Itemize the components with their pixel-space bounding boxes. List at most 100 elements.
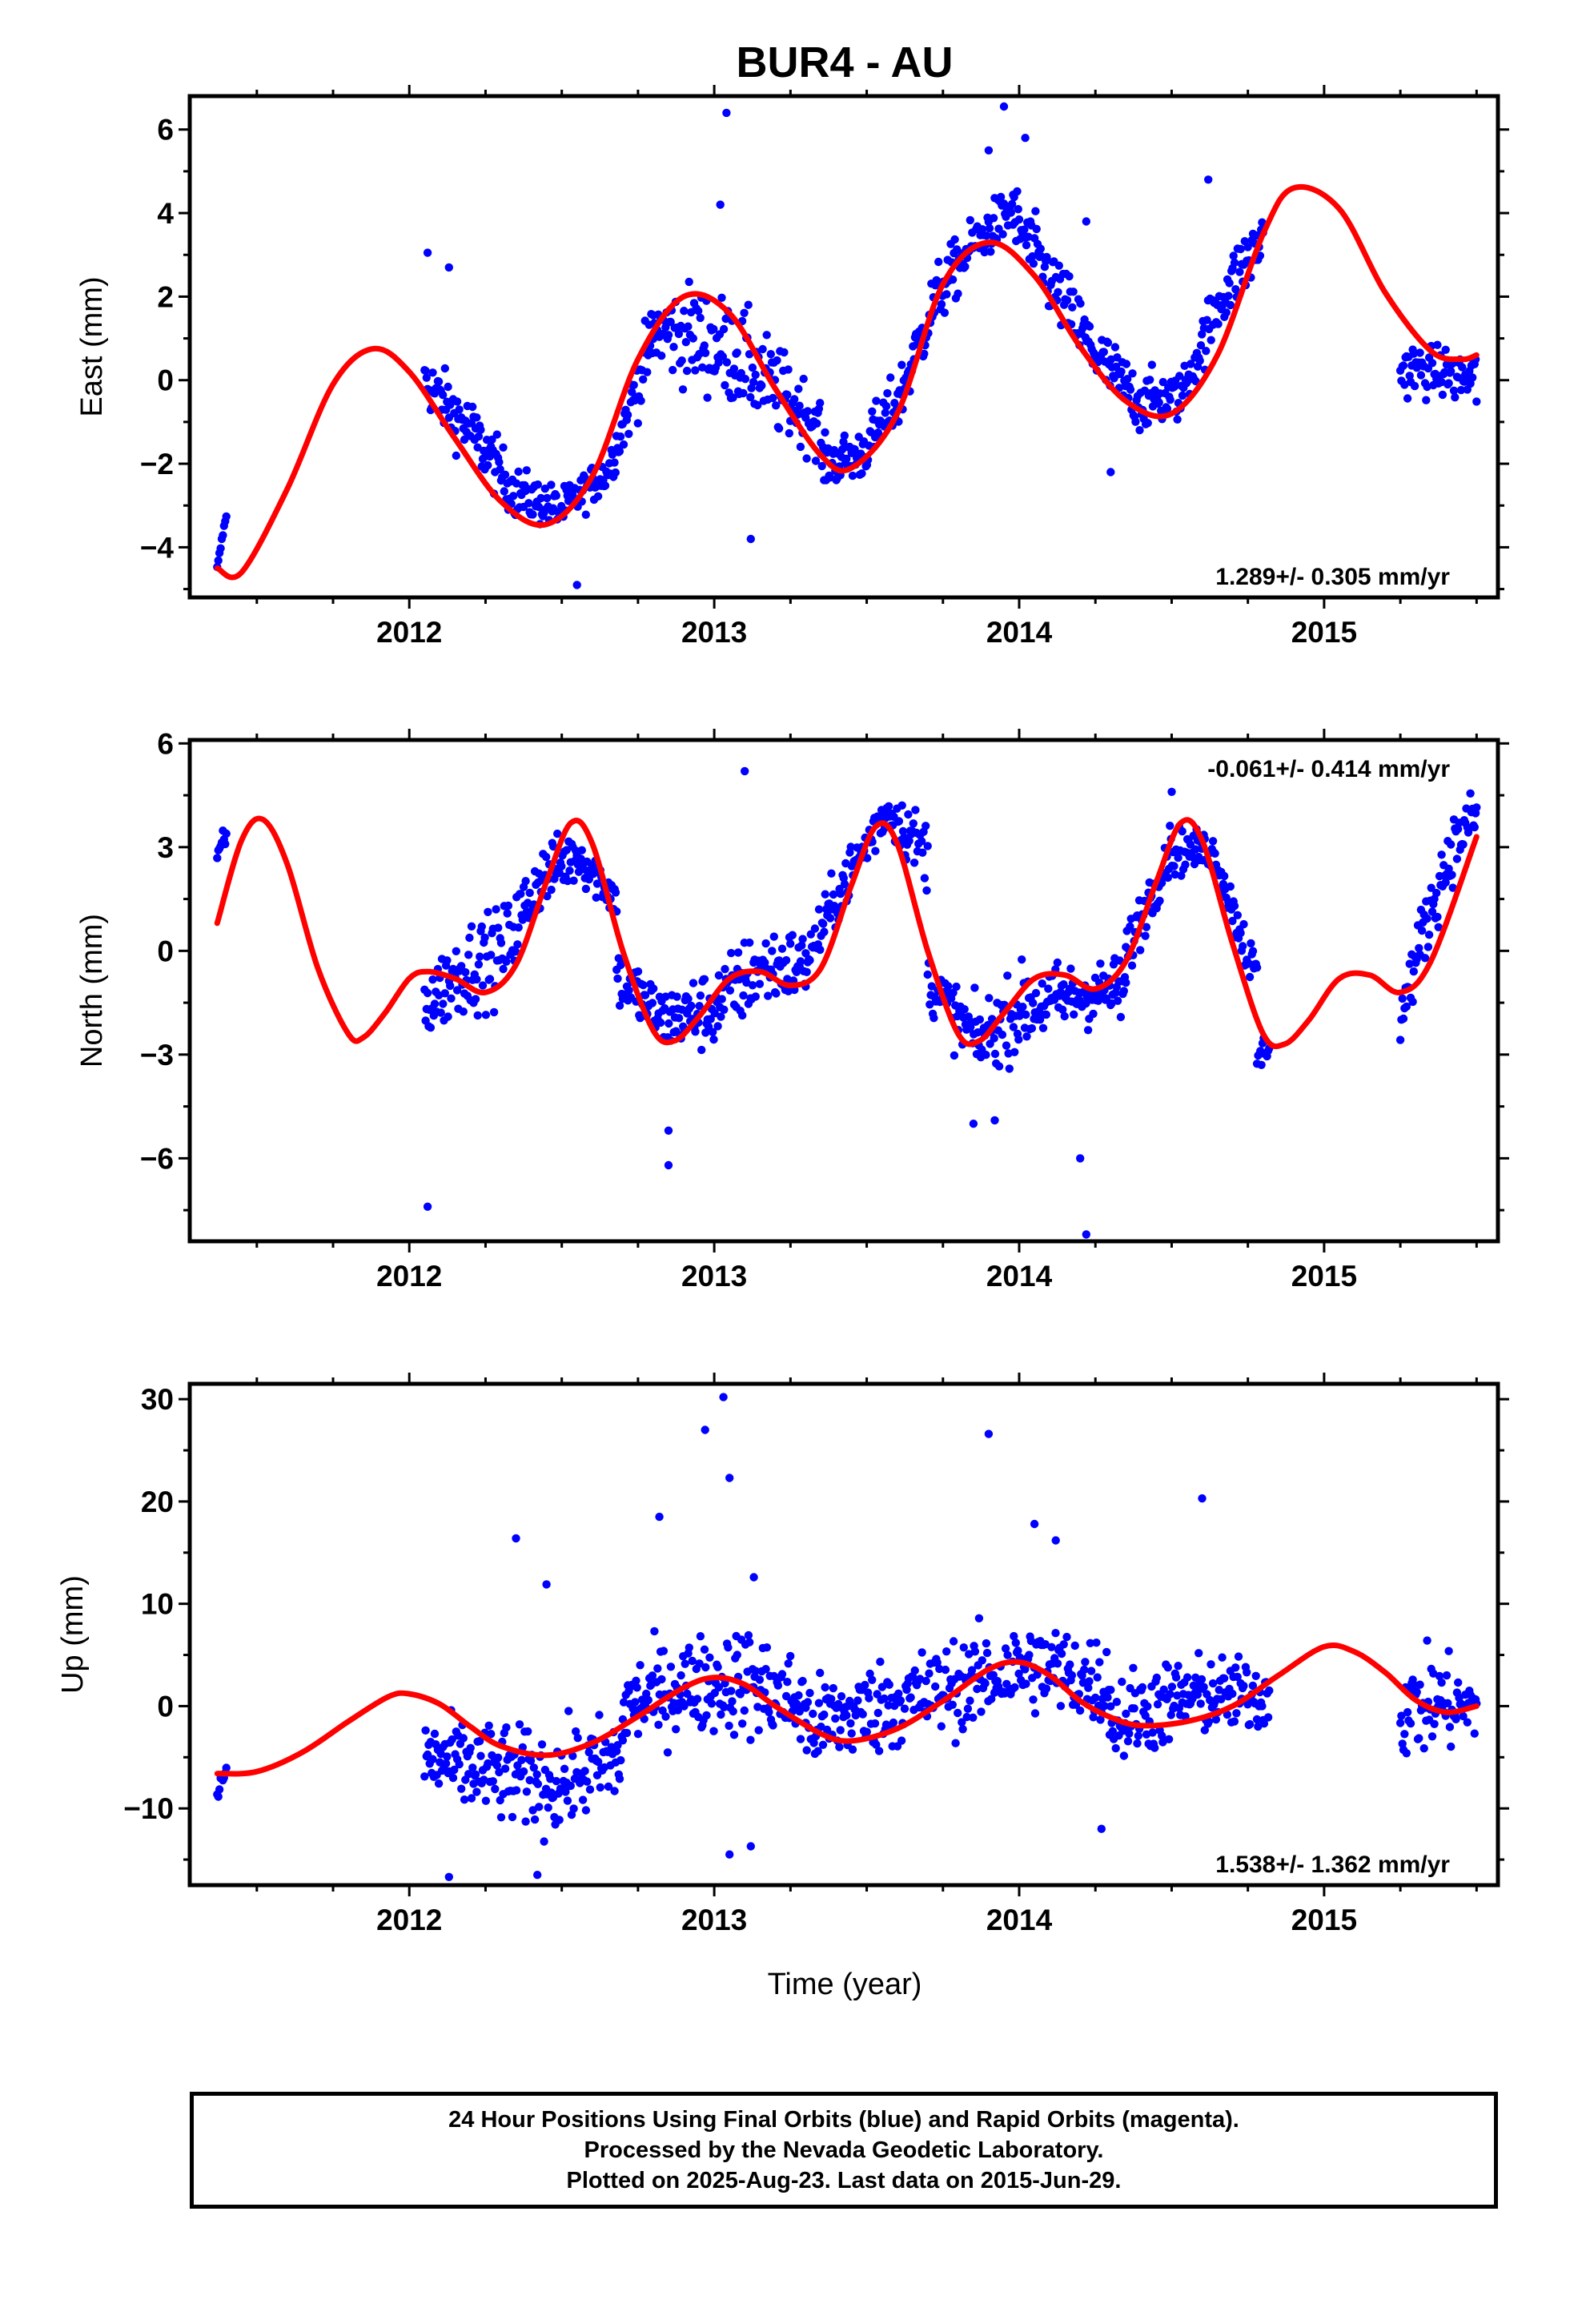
data-point — [840, 431, 849, 440]
data-point — [1207, 336, 1215, 344]
y-tick-label: 0 — [157, 364, 174, 397]
data-point — [766, 350, 775, 359]
data-point — [1141, 931, 1150, 940]
outlier-point — [749, 1573, 758, 1582]
data-point — [1395, 1719, 1405, 1727]
data-point — [488, 435, 496, 444]
up-panel: 2012 2013 2014 2015 −10 0 10 20 30 Up (mm) 1.538+/… — [56, 1373, 1509, 1936]
data-point — [970, 1647, 980, 1656]
data-point — [428, 368, 437, 377]
data-point — [714, 1683, 724, 1692]
data-point — [1196, 1699, 1205, 1708]
data-point — [896, 1696, 905, 1705]
data-point — [1409, 1680, 1419, 1689]
data-point — [761, 939, 770, 948]
data-point — [1454, 825, 1463, 834]
data-point — [616, 432, 625, 441]
outlier-point — [741, 766, 749, 776]
data-point — [941, 1665, 950, 1675]
data-point — [616, 960, 625, 970]
data-point — [476, 952, 484, 961]
outlier-point — [969, 1120, 978, 1128]
data-point — [1129, 1663, 1138, 1672]
data-point — [595, 1711, 604, 1719]
data-point — [1441, 345, 1450, 354]
data-point — [681, 1659, 689, 1668]
data-point — [1060, 1011, 1069, 1021]
data-point — [695, 1659, 704, 1668]
outlier-point — [1082, 217, 1091, 226]
data-point — [499, 443, 508, 452]
data-point — [1432, 888, 1441, 898]
data-point — [894, 1689, 903, 1698]
data-point — [522, 466, 531, 475]
data-point — [552, 491, 560, 501]
data-point — [481, 1011, 491, 1019]
data-point — [632, 1683, 641, 1692]
data-point — [677, 356, 686, 365]
data-point — [720, 1005, 729, 1015]
data-point — [1042, 1010, 1051, 1019]
data-point — [751, 1667, 760, 1675]
data-point — [871, 846, 880, 855]
outlier-point — [444, 1872, 453, 1881]
data-point — [473, 1011, 482, 1020]
data-point — [644, 1695, 652, 1705]
outlier-point — [664, 1126, 673, 1136]
data-point — [863, 854, 872, 862]
data-point — [1398, 994, 1407, 1003]
data-point — [502, 1723, 511, 1732]
data-point — [653, 1664, 662, 1673]
data-point — [495, 1767, 504, 1777]
data-point — [642, 1689, 651, 1699]
data-point — [829, 890, 838, 899]
data-point — [746, 1735, 755, 1744]
outlier-point — [1021, 134, 1030, 143]
data-point — [1259, 1719, 1269, 1728]
data-point — [774, 424, 784, 433]
data-point — [494, 1753, 503, 1762]
data-point — [796, 1735, 805, 1743]
data-point — [1110, 343, 1120, 352]
data-point — [733, 948, 743, 957]
data-point — [680, 307, 689, 316]
data-point — [674, 1014, 684, 1023]
data-point — [643, 368, 652, 376]
data-point — [897, 801, 906, 810]
data-point — [1032, 224, 1041, 234]
data-point — [631, 1698, 640, 1707]
data-point — [717, 1012, 725, 1021]
outlier-point — [542, 1580, 551, 1589]
data-point — [547, 480, 556, 489]
data-point — [758, 344, 767, 354]
data-point — [581, 1806, 591, 1815]
data-point — [883, 388, 892, 398]
data-point — [513, 940, 522, 949]
y-tick-label: 30 — [141, 1383, 174, 1416]
data-point — [749, 377, 758, 387]
data-point — [848, 471, 857, 480]
outlier-point — [725, 1850, 734, 1859]
y-tick-label: −4 — [140, 531, 175, 564]
data-point — [1233, 911, 1243, 920]
outlier-point — [533, 1871, 542, 1880]
data-point — [1178, 391, 1187, 400]
data-point — [659, 1647, 669, 1655]
data-point — [500, 1764, 510, 1773]
data-point — [897, 360, 906, 369]
data-point — [524, 499, 533, 508]
data-point — [619, 440, 628, 449]
data-point — [944, 982, 953, 991]
data-point — [722, 358, 732, 367]
data-point — [1010, 1047, 1019, 1057]
data-point — [803, 1698, 813, 1707]
data-point — [809, 1739, 818, 1747]
data-point — [981, 1679, 990, 1688]
data-point — [990, 1034, 998, 1043]
data-point — [1232, 1709, 1241, 1718]
data-point — [1406, 1719, 1415, 1728]
data-point — [765, 1707, 773, 1717]
data-point — [1106, 1702, 1115, 1711]
data-point — [700, 1645, 709, 1654]
data-point — [814, 905, 824, 914]
